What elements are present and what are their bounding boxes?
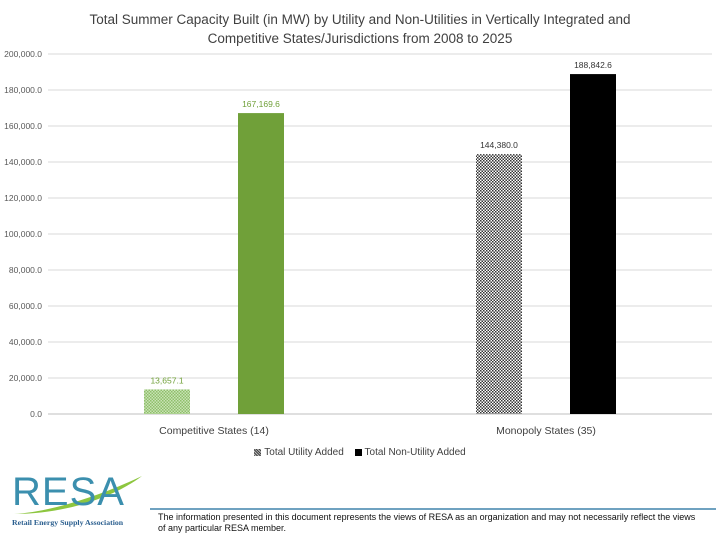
bar-utility-monopoly: [476, 154, 522, 414]
legend-item-non-utility: Total Non-Utility Added: [354, 447, 466, 458]
chart-title-line-2: Competitive States/Jurisdictions from 20…: [207, 31, 513, 46]
y-tick-label: 200,000.0: [4, 49, 42, 59]
bar-utility-competitive: [144, 389, 190, 414]
bar-chart: 0.0 20,000.0 40,000.0 60,000.0 80,000.0 100,0…: [4, 49, 712, 437]
data-label: 144,380.0: [480, 140, 518, 150]
legend: Total Utility Added Total Non-Utility Ad…: [0, 447, 720, 459]
y-tick-label: 60,000.0: [9, 301, 42, 311]
data-labels: 13,657.1 167,169.6 144,380.0 188,842.6: [150, 60, 612, 385]
legend-label-non-utility: Total Non-Utility Added: [364, 447, 466, 458]
y-tick-label: 180,000.0: [4, 85, 42, 95]
logo-wordmark: RESA: [12, 470, 125, 514]
y-tick-label: 20,000.0: [9, 373, 42, 383]
data-label: 188,842.6: [574, 60, 612, 70]
disclaimer-text: The information presented in this docume…: [158, 512, 696, 533]
footer-divider: [150, 508, 716, 510]
x-tick-label: Competitive States (14): [159, 425, 269, 437]
x-axis-tick-labels: Competitive States (14) Monopoly States (…: [159, 425, 596, 437]
y-axis-tick-labels: 0.0 20,000.0 40,000.0 60,000.0 80,000.0 100,0…: [4, 49, 42, 419]
y-tick-label: 40,000.0: [9, 337, 42, 347]
resa-logo: RESA Retail Energy Supply Association: [10, 470, 148, 532]
chart-title-line-1: Total Summer Capacity Built (in MW) by U…: [89, 12, 631, 27]
data-label: 167,169.6: [242, 99, 280, 109]
y-tick-label: 140,000.0: [4, 157, 42, 167]
bar-non-utility-monopoly: [570, 74, 616, 415]
data-label: 13,657.1: [150, 375, 183, 385]
bar-non-utility-competitive: [238, 113, 284, 414]
y-tick-label: 160,000.0: [4, 121, 42, 131]
legend-item-utility: Total Utility Added: [254, 447, 344, 458]
y-tick-label: 100,000.0: [4, 229, 42, 239]
bars: [144, 74, 616, 415]
chart-title: Total Summer Capacity Built (in MW) by U…: [0, 10, 720, 48]
legend-swatch-non-utility: [354, 449, 362, 456]
legend-label-utility: Total Utility Added: [264, 447, 344, 458]
legend-swatch-utility: [254, 449, 262, 456]
y-tick-label: 80,000.0: [9, 265, 42, 275]
x-tick-label: Monopoly States (35): [496, 425, 596, 437]
logo-subtitle: Retail Energy Supply Association: [12, 518, 124, 527]
y-tick-label: 0.0: [30, 409, 42, 419]
y-tick-label: 120,000.0: [4, 193, 42, 203]
